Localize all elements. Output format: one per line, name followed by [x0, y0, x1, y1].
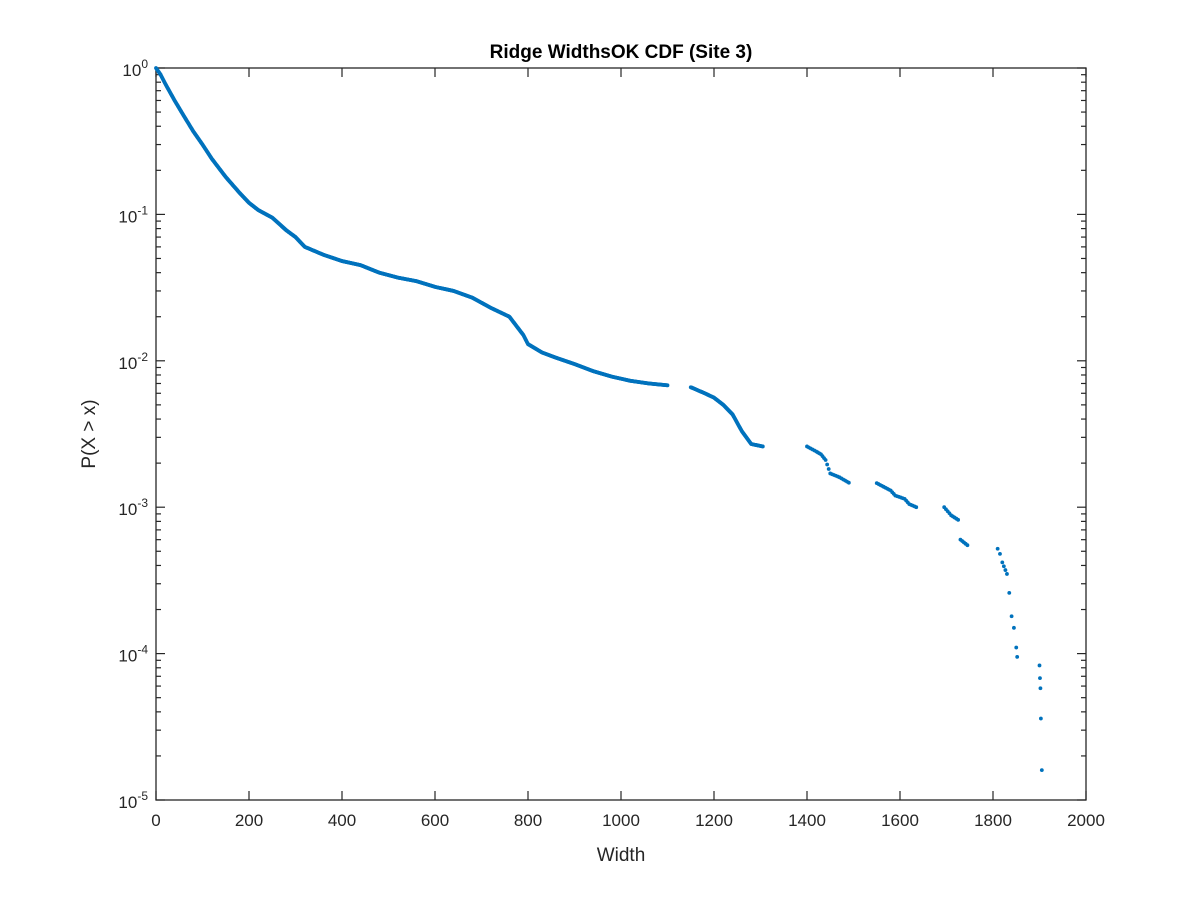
y-tick-base: 10 — [118, 647, 137, 666]
y-tick-label: 10-4 — [118, 643, 148, 666]
data-point — [1038, 676, 1042, 681]
x-tick-label: 400 — [328, 811, 356, 830]
x-axis-ticks: 0 200 400 600 800 1000 1200 1400 1600 1800 2000 — [151, 68, 1105, 830]
data-point — [1003, 568, 1008, 572]
y-tick-label: 100 — [122, 57, 148, 80]
x-tick-label: 1000 — [602, 811, 640, 830]
x-tick-label: 1400 — [788, 811, 826, 830]
data-point — [823, 458, 828, 462]
y-tick-label: 10-3 — [118, 496, 148, 519]
x-axis-label: Width — [597, 845, 646, 866]
y-tick-exponent: -5 — [137, 789, 148, 803]
x-tick-label: 200 — [235, 811, 263, 830]
y-tick-base: 10 — [122, 61, 141, 80]
y-tick-exponent: 0 — [141, 57, 148, 71]
data-point — [1039, 768, 1044, 773]
y-tick-base: 10 — [118, 500, 137, 519]
data-point — [665, 383, 670, 388]
data-point — [826, 467, 831, 471]
data-point — [846, 480, 851, 485]
data-point — [1012, 625, 1016, 630]
data-point — [1037, 663, 1042, 668]
x-tick-label: 600 — [421, 811, 449, 830]
y-tick-label: 10-2 — [118, 350, 148, 373]
data-point — [1000, 560, 1005, 565]
y-tick-label: 10-5 — [118, 789, 148, 812]
x-tick-label: 2000 — [1067, 811, 1105, 830]
y-axis-label: P(X > x) — [79, 399, 100, 468]
x-tick-label: 1200 — [695, 811, 733, 830]
y-tick-exponent: -4 — [137, 643, 148, 657]
data-point — [1005, 572, 1009, 576]
data-point — [1038, 716, 1043, 721]
data-point — [914, 505, 919, 510]
data-point — [825, 462, 830, 467]
data-point — [956, 517, 961, 522]
y-tick-label: 10-1 — [118, 203, 148, 226]
data-point — [1014, 645, 1019, 650]
data-point — [995, 546, 1000, 551]
y-tick-exponent: -3 — [137, 496, 148, 510]
data-point — [1015, 654, 1020, 659]
x-tick-label: 1800 — [974, 811, 1012, 830]
x-tick-label: 0 — [151, 811, 160, 830]
x-tick-label: 1600 — [881, 811, 919, 830]
chart-title: Ridge WidthsOK CDF (Site 3) — [490, 42, 753, 63]
y-tick-base: 10 — [118, 354, 137, 373]
data-point — [1009, 614, 1014, 619]
data-point — [760, 444, 765, 449]
data-point — [998, 551, 1002, 556]
y-tick-exponent: -2 — [137, 350, 148, 364]
y-tick-base: 10 — [118, 793, 137, 812]
data-point — [1001, 564, 1006, 569]
data-series — [154, 66, 1044, 773]
y-tick-exponent: -1 — [137, 203, 148, 217]
x-tick-label: 800 — [514, 811, 542, 830]
data-point — [1038, 686, 1043, 691]
data-point — [965, 543, 970, 548]
data-point — [1007, 590, 1012, 595]
y-tick-base: 10 — [118, 207, 137, 226]
